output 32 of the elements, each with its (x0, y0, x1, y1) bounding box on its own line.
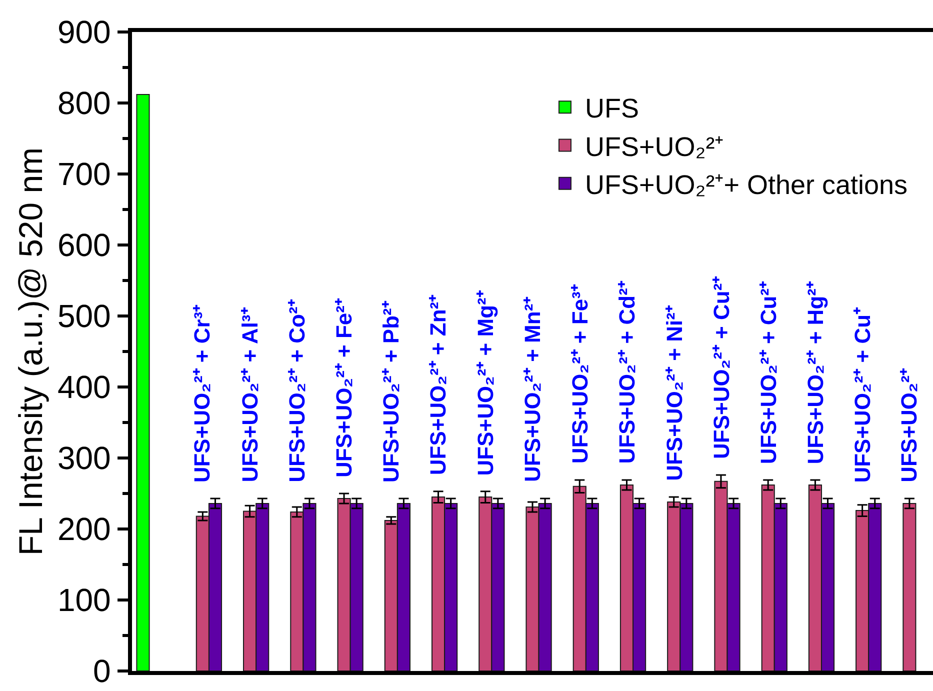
x-tick-label: UFS+UO₂²⁺ + Fe³⁺ (568, 284, 593, 464)
y-tick-label: 900 (57, 14, 111, 50)
y-axis-title: FL Intensity (a.u.)@ 520 nm (12, 147, 49, 556)
x-tick-label: UFS+UO₂²⁺ + Hg²⁺ (803, 280, 828, 464)
x-tick-label: UFS+UO₂²⁺ + Cu²⁺ (756, 280, 782, 464)
y-tick-label: 600 (57, 227, 111, 264)
y-tick-label: 400 (57, 369, 111, 406)
y-tick-label: 500 (57, 298, 111, 334)
y-tick-label: 800 (57, 85, 111, 122)
x-tick-label: UFS+UO₂²⁺ + Fe²⁺ (332, 298, 357, 478)
y-tick-label: 700 (57, 156, 111, 192)
x-tick-label: UFS+UO₂²⁺ + Cu²⁺ (708, 275, 734, 460)
legend-label: UFS (584, 94, 639, 124)
bar (902, 502, 916, 671)
x-tick-label: UFS+UO₂²⁺ + Cd²⁺ (614, 280, 640, 464)
legend-label: UFS+UO₂²⁺+ Other cations (584, 170, 908, 200)
legend-label: UFS+UO₂²⁺ (584, 132, 724, 162)
x-tick-label: UFS+UO₂²⁺ + Al³⁺ (237, 306, 262, 482)
x-tick-label: UFS+UO₂²⁺ (896, 367, 922, 482)
y-tick-label: 200 (57, 511, 111, 548)
x-tick-label: UFS+UO₂²⁺ + Mn²⁺ (520, 296, 546, 482)
x-tick-label: UFS+UO₂²⁺ + Ni²⁺ (662, 304, 687, 481)
bar (136, 94, 150, 671)
x-tick-label: UFS+UO₂²⁺ + Zn²⁺ (425, 294, 450, 476)
x-tick-label: UFS+UO₂²⁺ + Cu⁺ (850, 306, 875, 483)
x-tick-label: UFS+UO₂²⁺ + Mg²⁺ (473, 290, 498, 476)
y-tick-label: 0 (93, 653, 111, 690)
y-tick-label: 300 (57, 440, 111, 476)
x-tick-label: UFS+UO₂²⁺ + Pb²⁺ (378, 300, 404, 483)
x-tick-label: UFS+UO₂²⁺ + Cr³⁺ (190, 304, 215, 483)
y-tick-label: 100 (57, 582, 111, 618)
x-tick-label: UFS+UO₂²⁺ + Co²⁺ (284, 298, 310, 482)
